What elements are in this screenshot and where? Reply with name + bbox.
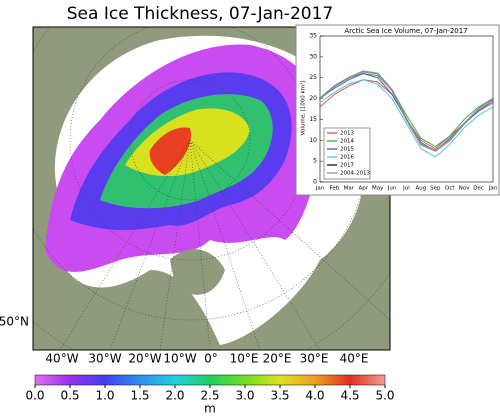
x-tick-label: Sep xyxy=(430,186,441,192)
y-tick-label: 15 xyxy=(309,116,317,123)
y-tick-label: 10 xyxy=(309,137,317,144)
x-tick-label: Jan xyxy=(315,186,325,192)
colorbar-tick-label: 1.0 xyxy=(95,389,114,403)
x-tick-label: Nov xyxy=(459,186,470,192)
x-tick-label: Mar xyxy=(344,186,355,192)
x-tick-label: Aug xyxy=(416,186,427,192)
x-tick-label: Dec xyxy=(473,186,484,192)
title: Sea Ice Thickness, 07-Jan-2017 xyxy=(67,4,333,24)
x-tick-label: Feb xyxy=(330,186,340,192)
colorbar-tick-label: 0.0 xyxy=(25,389,44,403)
series-line xyxy=(319,70,494,152)
lon-label: 20°W xyxy=(128,352,161,366)
y-tick-label: 20 xyxy=(309,95,317,102)
lon-label: 20°E xyxy=(263,352,292,366)
x-tick-label: May xyxy=(372,186,384,192)
legend-label: 2004-2013 xyxy=(340,171,370,177)
series-line xyxy=(319,79,494,158)
lon-label: 10°W xyxy=(163,352,196,366)
colorbar-tick-label: 2.0 xyxy=(165,389,184,403)
x-tick-label: Oct xyxy=(445,186,455,192)
legend-label: 2016 xyxy=(340,155,354,161)
lon-labels: 40°W 30°W 20°W 10°W 0° 10°E 20°E 30°E 40°E xyxy=(45,352,368,366)
legend-label: 2017 xyxy=(340,163,354,169)
x-tick-label: Jul xyxy=(402,186,410,192)
colorbar-tick-label: 2.5 xyxy=(200,389,219,403)
greenland xyxy=(170,249,225,295)
x-tick-label: Apr xyxy=(358,186,368,192)
y-tick-label: 30 xyxy=(309,53,317,60)
y-tick-label: 5 xyxy=(313,158,317,165)
lon-label: 30°W xyxy=(88,352,121,366)
colorbar-tick-label: 3.0 xyxy=(235,389,254,403)
legend-box xyxy=(323,127,371,180)
lon-label: 40°E xyxy=(340,352,369,366)
lon-label: 0° xyxy=(204,352,218,366)
inset-ylabel: Volume, [1000 km³] xyxy=(300,81,307,136)
lon-label: 30°E xyxy=(300,352,329,366)
colorbar-unit: m xyxy=(204,402,216,416)
colorbar-tick-label: 0.5 xyxy=(60,389,79,403)
colorbar xyxy=(34,374,386,386)
legend-label: 2014 xyxy=(340,139,354,145)
colorbar-tick-label: 4.5 xyxy=(340,389,359,403)
x-tick-label: Jun xyxy=(387,186,397,192)
colorbar-tick-label: 5.0 xyxy=(375,389,394,403)
x-tick-label: Jan xyxy=(488,186,498,192)
y-tick-label: 0 xyxy=(313,179,317,186)
legend-label: 2013 xyxy=(340,131,354,137)
lon-label: 40°W xyxy=(45,352,78,366)
colorbar-tick-label: 3.5 xyxy=(270,389,289,403)
colorbar-tick-label: 1.5 xyxy=(130,389,149,403)
ice-thick xyxy=(149,127,191,175)
legend-label: 2015 xyxy=(340,147,354,153)
y-tick-label: 35 xyxy=(309,33,317,40)
lat-label: 50°N xyxy=(0,315,29,329)
colorbar-tick-label: 4.0 xyxy=(305,389,324,403)
lon-label: 10°E xyxy=(230,352,259,366)
inset-title: Arctic Sea Ice Volume, 07-Jan-2017 xyxy=(344,27,467,35)
y-tick-label: 25 xyxy=(309,74,317,81)
